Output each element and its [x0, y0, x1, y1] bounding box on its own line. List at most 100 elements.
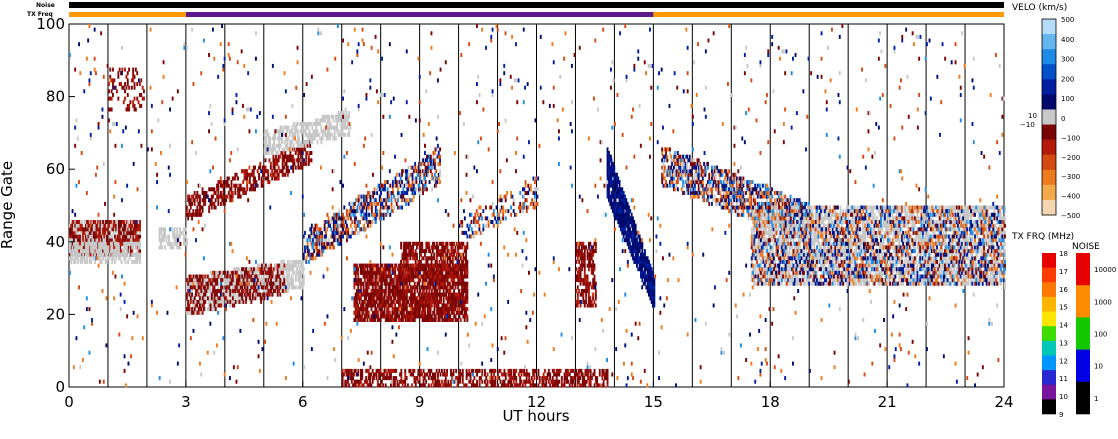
- radar-cell: [527, 206, 529, 210]
- radar-cell: [190, 206, 192, 210]
- radar-cell: [250, 267, 252, 271]
- radar-cell: [425, 249, 427, 253]
- radar-cell: [448, 311, 450, 315]
- radar-cell: [236, 173, 238, 177]
- radar-cell: [376, 209, 378, 213]
- radar-cell: [534, 195, 536, 199]
- radar-cell: [448, 249, 450, 253]
- radar-cell: [406, 304, 408, 308]
- radar-cell: [412, 264, 414, 268]
- radar-cell: [336, 122, 338, 126]
- radar-cell: [623, 191, 625, 195]
- radar-cell: [258, 177, 260, 181]
- radar-cell: [287, 289, 289, 293]
- radar-cell: [231, 187, 233, 191]
- radar-cell: [466, 285, 468, 289]
- radar-cell: [414, 318, 416, 322]
- radar-cell: [619, 184, 621, 188]
- radar-cell: [392, 187, 394, 191]
- radar-cell: [395, 177, 397, 181]
- radar-cell: [407, 260, 409, 264]
- radar-cell: [283, 278, 285, 282]
- radar-cell: [466, 314, 468, 318]
- radar-cell: [462, 293, 464, 297]
- radar-cell: [301, 285, 303, 289]
- radar-cell: [262, 271, 264, 275]
- radar-cell: [417, 285, 419, 289]
- radar-cell: [199, 195, 201, 199]
- radar-cell: [363, 285, 365, 289]
- radar-cell: [416, 253, 418, 257]
- radar-cell: [267, 173, 269, 177]
- radar-cell: [502, 209, 504, 213]
- radar-cell: [419, 166, 421, 170]
- radar-cell: [260, 293, 262, 297]
- radar-cell: [445, 271, 447, 275]
- radar-cell: [274, 147, 276, 151]
- radar-cell: [424, 253, 426, 257]
- radar-cell: [613, 169, 615, 173]
- radar-cell: [367, 318, 369, 322]
- radar-cell: [194, 285, 196, 289]
- radar-cell: [211, 293, 213, 297]
- radar-cell: [304, 147, 306, 151]
- radar-cell: [269, 137, 271, 141]
- radar-cell: [214, 296, 216, 300]
- radar-cell: [160, 242, 162, 246]
- radar-cell: [282, 151, 284, 155]
- radar-cell: [584, 264, 586, 268]
- radar-cell: [304, 231, 306, 235]
- radar-cell: [172, 245, 174, 249]
- radar-cell: [635, 235, 637, 239]
- radar-cell: [233, 304, 235, 308]
- radar-cell: [316, 224, 318, 228]
- radar-cell: [356, 300, 358, 304]
- radar-cell: [384, 296, 386, 300]
- radar-cell: [340, 220, 342, 224]
- radar-cell: [277, 151, 279, 155]
- radar-cell: [200, 213, 202, 217]
- radar-cell: [271, 271, 273, 275]
- radar-cell: [274, 137, 276, 141]
- radar-cell: [456, 304, 458, 308]
- radar-cell: [244, 285, 246, 289]
- radar-cell: [420, 260, 422, 264]
- radar-cell: [317, 140, 319, 144]
- radar-cell: [204, 293, 206, 297]
- radar-cell: [584, 267, 586, 271]
- radar-cell: [288, 137, 290, 141]
- radar-cell: [268, 151, 270, 155]
- radar-cell: [198, 293, 200, 297]
- radar-cell: [232, 195, 234, 199]
- radar-cell: [215, 300, 217, 304]
- radar-cell: [347, 126, 349, 130]
- radar-cell: [441, 271, 443, 275]
- radar-cell: [109, 227, 111, 231]
- radar-cell: [283, 285, 285, 289]
- radar-cell: [432, 282, 434, 286]
- radar-cell: [244, 187, 246, 191]
- radar-cell: [408, 267, 410, 271]
- radar-cell: [130, 227, 132, 231]
- radar-cell: [283, 264, 285, 268]
- radar-cell: [368, 311, 370, 315]
- radar-cell: [292, 166, 294, 170]
- radar-cell: [392, 304, 394, 308]
- radar-cell: [276, 162, 278, 166]
- radar-cell: [374, 202, 376, 206]
- radar-cell: [537, 195, 539, 199]
- radar-cell: [353, 206, 355, 210]
- radar-cell: [179, 235, 181, 239]
- radar-cell: [215, 206, 217, 210]
- radar-cell: [273, 282, 275, 286]
- radar-cell: [302, 144, 304, 148]
- radar-cell: [447, 267, 449, 271]
- radar-cell: [321, 238, 323, 242]
- radar-cell: [429, 249, 431, 253]
- radar-cell: [319, 122, 321, 126]
- radar-cell: [430, 311, 432, 315]
- radar-cell: [426, 289, 428, 293]
- radar-cell: [316, 245, 318, 249]
- radar-cell: [595, 304, 597, 308]
- radar-cell: [127, 93, 129, 97]
